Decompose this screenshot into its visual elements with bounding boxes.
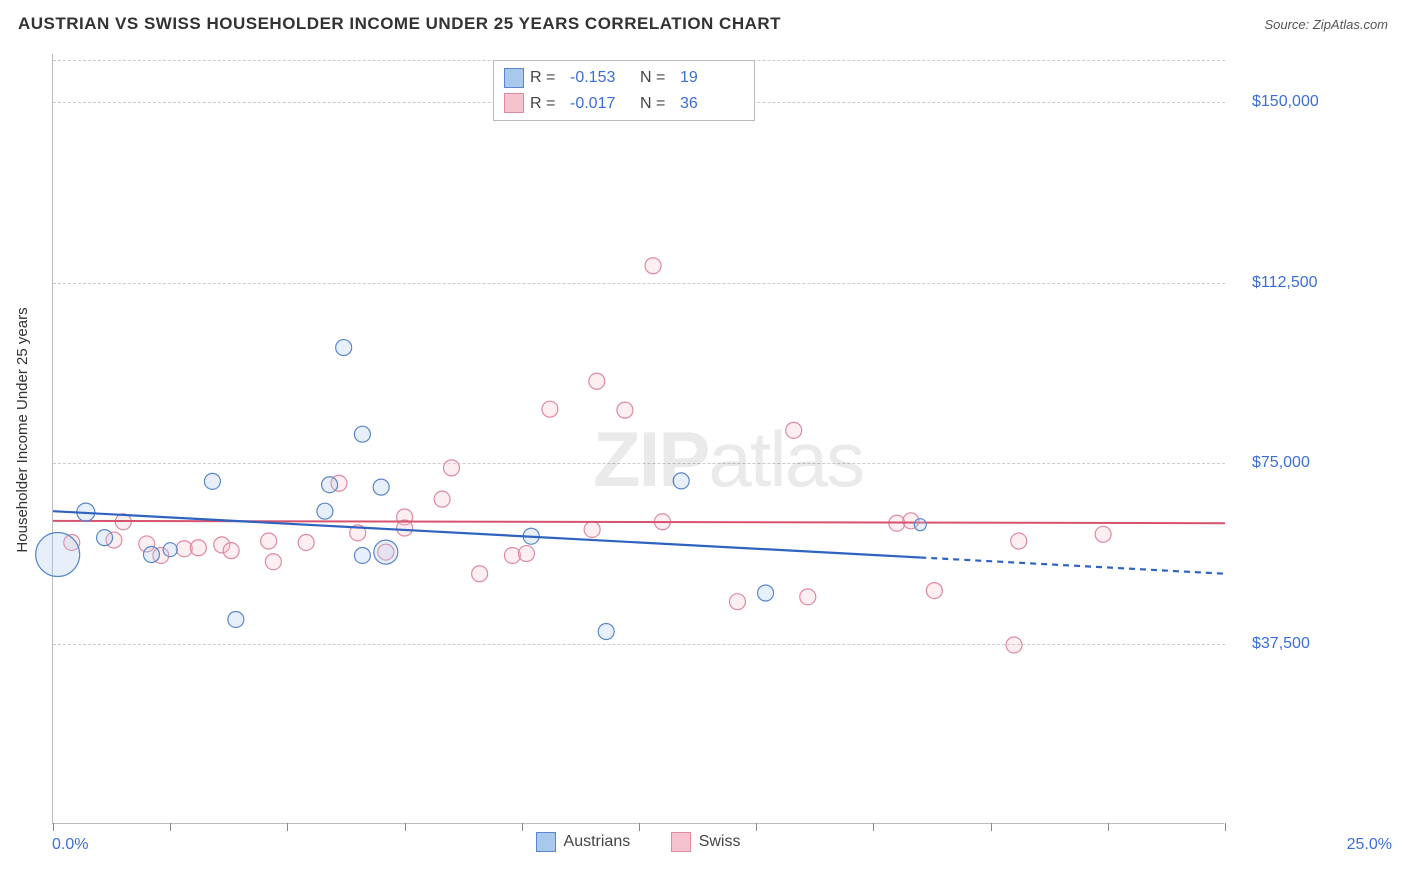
chart: ZIPatlas R = -0.153 N = 19 R = -0.017 N … (52, 54, 1392, 824)
data-point[interactable] (914, 519, 926, 531)
data-point[interactable] (542, 401, 558, 417)
x-tick (522, 823, 523, 831)
data-point[interactable] (589, 373, 605, 389)
x-tick (287, 823, 288, 831)
data-point[interactable] (317, 503, 333, 519)
trend-line-dashed (920, 557, 1225, 573)
data-point[interactable] (1011, 533, 1027, 549)
data-point[interactable] (504, 547, 520, 563)
n-value: 36 (680, 91, 744, 117)
x-tick (170, 823, 171, 831)
data-point[interactable] (336, 340, 352, 356)
data-point[interactable] (926, 583, 942, 599)
r-value: -0.017 (570, 91, 634, 117)
x-tick (873, 823, 874, 831)
data-point[interactable] (143, 547, 159, 563)
data-point[interactable] (223, 543, 239, 559)
data-point[interactable] (354, 426, 370, 442)
data-point[interactable] (265, 554, 281, 570)
data-point[interactable] (758, 585, 774, 601)
y-tick-label: $37,500 (1252, 635, 1310, 653)
data-point[interactable] (322, 477, 338, 493)
data-point[interactable] (97, 530, 113, 546)
y-tick-label: $75,000 (1252, 454, 1310, 472)
swatch-icon (671, 832, 691, 852)
r-value: -0.153 (570, 65, 634, 91)
data-point[interactable] (518, 546, 534, 562)
x-max-label: 25.0% (1347, 836, 1392, 854)
header: AUSTRIAN VS SWISS HOUSEHOLDER INCOME UND… (0, 0, 1406, 40)
legend-item-austrians[interactable]: Austrians (536, 832, 631, 852)
data-point[interactable] (354, 547, 370, 563)
x-tick (405, 823, 406, 831)
x-tick (1225, 823, 1226, 831)
data-point[interactable] (584, 521, 600, 537)
data-point[interactable] (261, 533, 277, 549)
swatch-icon (504, 68, 524, 88)
legend-row-swiss: R = -0.017 N = 36 (504, 91, 744, 117)
x-tick (1108, 823, 1109, 831)
data-point[interactable] (729, 594, 745, 610)
data-point[interactable] (1095, 526, 1111, 542)
swatch-icon (504, 93, 524, 113)
data-point[interactable] (190, 540, 206, 556)
n-value: 19 (680, 65, 744, 91)
scatter-svg (53, 54, 1225, 824)
swatch-icon (536, 832, 556, 852)
source-label: Source: ZipAtlas.com (1264, 17, 1388, 32)
data-point[interactable] (298, 534, 314, 550)
x-tick (53, 823, 54, 831)
x-tick (639, 823, 640, 831)
data-point[interactable] (163, 543, 177, 557)
data-point[interactable] (472, 566, 488, 582)
plot-area: ZIPatlas R = -0.153 N = 19 R = -0.017 N … (52, 54, 1224, 824)
data-point[interactable] (204, 473, 220, 489)
legend-label: Swiss (699, 833, 741, 851)
data-point[interactable] (373, 479, 389, 495)
data-point[interactable] (786, 422, 802, 438)
data-point[interactable] (645, 258, 661, 274)
data-point[interactable] (228, 611, 244, 627)
y-tick-label: $112,500 (1252, 274, 1318, 292)
data-point[interactable] (1006, 637, 1022, 653)
data-point[interactable] (374, 540, 398, 564)
data-point[interactable] (598, 624, 614, 640)
legend-label: Austrians (564, 833, 631, 851)
data-point[interactable] (800, 589, 816, 605)
legend-item-swiss[interactable]: Swiss (671, 832, 741, 852)
chart-title: AUSTRIAN VS SWISS HOUSEHOLDER INCOME UND… (18, 14, 781, 34)
data-point[interactable] (443, 460, 459, 476)
data-point[interactable] (617, 402, 633, 418)
correlation-legend: R = -0.153 N = 19 R = -0.017 N = 36 (493, 60, 755, 121)
x-tick (991, 823, 992, 831)
data-point[interactable] (673, 473, 689, 489)
series-legend: Austrians Swiss (52, 832, 1224, 857)
y-tick-label: $150,000 (1252, 93, 1319, 111)
y-axis-title: Householder Income Under 25 years (14, 307, 31, 552)
x-tick (756, 823, 757, 831)
data-point[interactable] (434, 491, 450, 507)
legend-row-austrians: R = -0.153 N = 19 (504, 65, 744, 91)
data-point[interactable] (36, 533, 80, 577)
